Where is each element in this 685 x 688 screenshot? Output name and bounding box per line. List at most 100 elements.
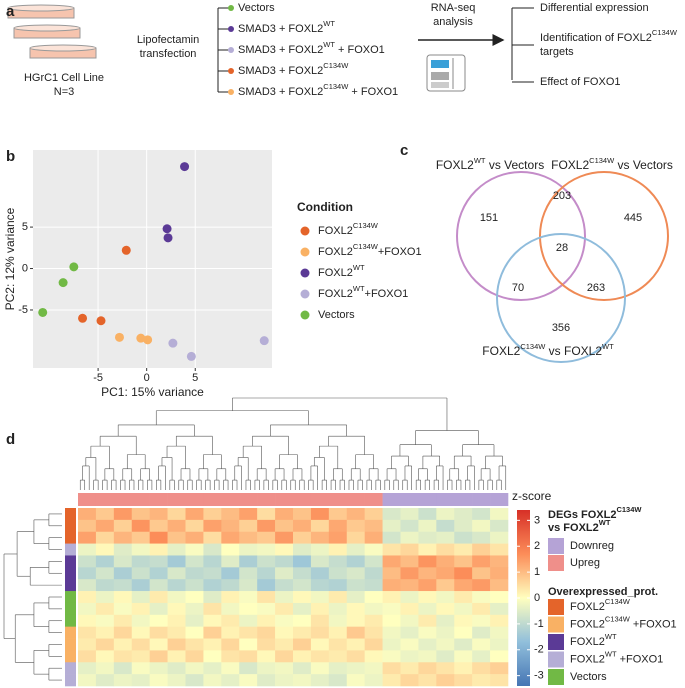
- panel-label: c: [400, 142, 408, 159]
- heatmap-cell: [472, 508, 491, 521]
- heatmap-cell: [275, 519, 294, 533]
- heatmap-cell: [149, 519, 168, 533]
- legend-label-part: +FOXO1: [378, 246, 422, 258]
- legend-label: Upreg: [570, 557, 600, 569]
- row-annotation: [65, 662, 76, 675]
- heatmap-cell: [490, 579, 509, 592]
- heatmap-cell: [239, 602, 258, 616]
- colorbar-label: -1: [534, 618, 544, 630]
- legend-label-part: +FOXO1: [630, 618, 677, 630]
- heatmap-cell: [328, 662, 348, 675]
- condition-part: SMAD3 + FOXL2: [238, 86, 323, 98]
- heatmap-cell: [113, 579, 133, 592]
- heatmap-cell: [185, 508, 204, 521]
- column-annotation: [149, 493, 168, 506]
- heatmap-cell: [185, 638, 204, 651]
- heatmap-cell: [167, 614, 186, 627]
- condition: SMAD3 + FOXL2WT + FOXO1: [238, 40, 385, 55]
- heatmap-cell: [167, 674, 186, 687]
- heatmap-cell: [364, 662, 383, 675]
- legend-dot: [300, 310, 310, 320]
- heatmap-cell: [418, 626, 437, 639]
- heatmap-cell: [400, 638, 419, 651]
- heatmap-cell: [131, 543, 150, 556]
- heatmap-cell: [113, 519, 133, 533]
- heatmap-cell: [490, 650, 509, 663]
- heatmap-cell: [382, 626, 401, 639]
- heatmap-cell: [346, 674, 365, 687]
- colorbar: [517, 510, 530, 686]
- heatmap-cell: [275, 591, 294, 604]
- point: [58, 278, 68, 288]
- column-annotation: [490, 493, 509, 506]
- column-annotation: [167, 493, 186, 506]
- heatmap-cell: [131, 567, 150, 580]
- column-annotation: [113, 493, 133, 506]
- heatmap-cell: [239, 614, 258, 627]
- column-annotation: [472, 493, 491, 506]
- heatmap-cell: [418, 650, 437, 663]
- legend-swatch: [548, 599, 564, 615]
- heatmap-cell: [95, 531, 115, 544]
- output-part: Effect of FOXO1: [540, 76, 621, 88]
- heatmap-cell: [78, 662, 97, 675]
- heatmap-cell: [490, 638, 509, 651]
- point: [163, 233, 173, 243]
- column-annotation: [328, 493, 348, 506]
- heatmap-cell: [95, 567, 115, 580]
- heatmap-cell: [203, 519, 222, 533]
- heatmap-cell: [203, 591, 222, 604]
- heatmap-cell: [239, 555, 258, 568]
- heatmap-cell: [346, 579, 365, 592]
- heatmap-cell: [382, 674, 401, 687]
- set-title: FOXL2C134W vs FOXL2WT: [482, 342, 614, 358]
- heatmap-cell: [400, 626, 419, 639]
- legend-label-part: WT: [605, 632, 617, 641]
- heatmap-cell: [257, 508, 276, 521]
- heatmap-cell: [113, 602, 133, 616]
- legend-label-part: FOXL2: [570, 653, 605, 665]
- heatmap-cell: [382, 543, 401, 556]
- heatmap-cell: [221, 531, 240, 544]
- heatmap-cell: [257, 543, 276, 556]
- legend-label-part: Downreg: [570, 540, 614, 552]
- heatmap-cell: [78, 591, 97, 604]
- output-part: Differential expression: [540, 2, 649, 14]
- set-title-part: C134W: [589, 156, 615, 165]
- heatmap-cell: [221, 638, 240, 651]
- heatmap-cell: [113, 567, 133, 580]
- heatmap-cell: [185, 662, 204, 675]
- heatmap-cell: [472, 626, 491, 639]
- heatmap-cell: [203, 638, 222, 651]
- heatmap-cell: [239, 626, 258, 639]
- point: [168, 338, 178, 348]
- legend-swatch: [548, 634, 564, 650]
- set-title-part: vs Vectors: [614, 158, 673, 172]
- heatmap-cell: [490, 674, 509, 687]
- heatmap-cell: [95, 543, 115, 556]
- legend-label-part: Vectors: [318, 309, 355, 321]
- heatmap-cell: [149, 614, 168, 627]
- venn-set: [456, 171, 586, 301]
- heatmap-cell: [454, 555, 473, 568]
- plot-background: [33, 150, 272, 368]
- heatmap-cell: [95, 508, 115, 521]
- heatmap-cell: [400, 650, 419, 663]
- point: [136, 333, 146, 343]
- heatmap-cell: [167, 579, 186, 592]
- heatmap-cell: [185, 519, 204, 533]
- heatmap-cell: [275, 674, 294, 687]
- column-annotation: [293, 493, 312, 506]
- heatmap-cell: [310, 519, 330, 533]
- heatmap-cell: [185, 674, 204, 687]
- point: [78, 313, 88, 323]
- heatmap-cell: [203, 531, 222, 544]
- heatmap-cell: [239, 579, 258, 592]
- heatmap-cell: [418, 555, 437, 568]
- heatmap-cell: [454, 602, 473, 616]
- heatmap-cell: [436, 567, 455, 580]
- venn-count: 203: [553, 190, 571, 202]
- heatmap-cell: [131, 531, 150, 544]
- heatmap-cell: [95, 650, 115, 663]
- condition-part: WT: [323, 40, 335, 49]
